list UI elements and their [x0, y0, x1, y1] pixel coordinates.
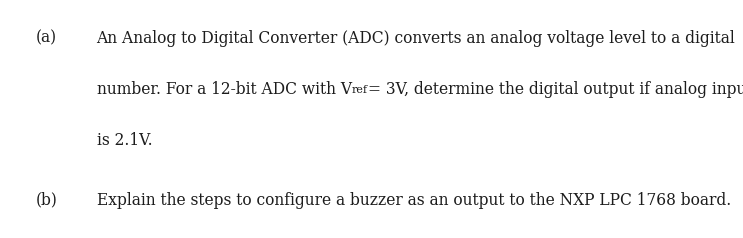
Text: is 2.1V.: is 2.1V.	[97, 132, 152, 149]
Text: (b): (b)	[36, 192, 57, 208]
Text: ref: ref	[351, 85, 368, 95]
Text: Explain the steps to configure a buzzer as an output to the NXP LPC 1768 board.: Explain the steps to configure a buzzer …	[97, 192, 731, 208]
Text: = 3V, determine the digital output if analog input: = 3V, determine the digital output if an…	[368, 81, 743, 98]
Text: (a): (a)	[36, 30, 56, 47]
Text: An Analog to Digital Converter (ADC) converts an analog voltage level to a digit: An Analog to Digital Converter (ADC) con…	[97, 30, 736, 47]
Text: number. For a 12-bit ADC with V: number. For a 12-bit ADC with V	[97, 81, 351, 98]
